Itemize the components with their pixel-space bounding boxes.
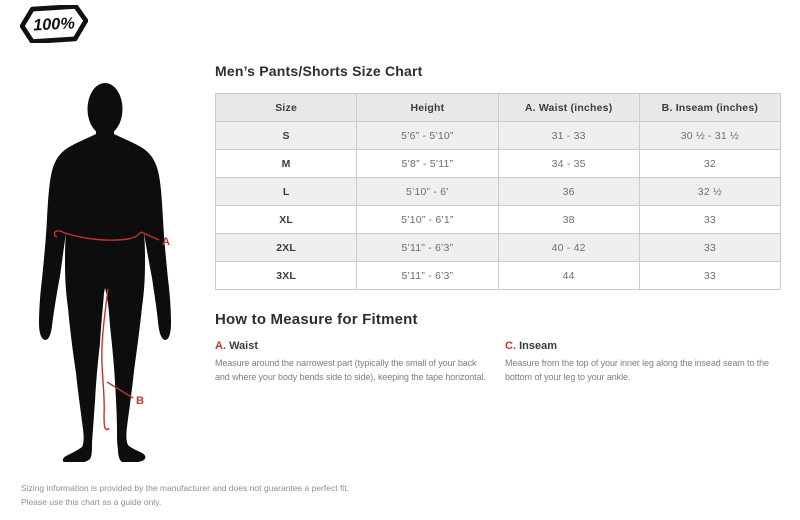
height-cell: 5’10” - 6’: [356, 177, 499, 206]
figure-silhouette: [39, 83, 171, 464]
measure-item-label: Waist: [229, 340, 258, 352]
measure-item-label: Inseam: [519, 340, 557, 352]
size-chart-title: Men’s Pants/Shorts Size Chart: [215, 63, 423, 79]
table-header-row: Size Height A. Waist (inches) B. Inseam …: [214, 93, 782, 122]
measure-item-waist: A. Waist Measure around the narrowest pa…: [215, 340, 505, 384]
size-cell: 2XL: [214, 233, 358, 262]
table-row: S 5’6” - 5’10” 31 - 33 30 ½ - 31 ½: [214, 121, 782, 150]
column-header-height: Height: [356, 93, 499, 122]
size-cell: 3XL: [214, 261, 358, 290]
column-header-inseam: B. Inseam (inches): [638, 93, 782, 122]
column-header-waist: A. Waist (inches): [497, 93, 640, 122]
size-chart-table: Size Height A. Waist (inches) B. Inseam …: [214, 93, 782, 290]
waist-leader-line: [140, 231, 160, 241]
waist-measure-line: [53, 230, 142, 241]
table-row: 3XL 5’11” - 6’3” 44 33: [214, 261, 782, 290]
height-cell: 5’6” - 5’10”: [356, 121, 499, 150]
table-row: 2XL 5’11” - 6’3” 40 - 42 33: [214, 233, 782, 262]
measure-item-letter: A.: [215, 340, 226, 352]
waist-cell: 38: [497, 205, 640, 234]
disclaimer-line-2: Please use this chart as a guide only.: [21, 497, 162, 507]
marker-b-label: B: [136, 395, 144, 407]
size-cell: L: [214, 177, 358, 206]
height-cell: 5’11” - 6’3”: [356, 233, 499, 262]
inseam-leader-line: [106, 381, 134, 399]
inseam-cell: 32: [638, 149, 782, 178]
inseam-cell: 33: [638, 261, 782, 290]
measure-section-title: How to Measure for Fitment: [215, 311, 418, 328]
brand-logo: 100%: [19, 3, 89, 45]
inseam-cell: 33: [638, 233, 782, 262]
size-cell: XL: [214, 205, 358, 234]
height-cell: 5’10” - 6’1”: [356, 205, 499, 234]
table-row: XL 5’10” - 6’1” 38 33: [214, 205, 782, 234]
height-cell: 5’8” - 5’11”: [356, 149, 499, 178]
column-header-size: Size: [214, 93, 358, 122]
brand-logo-badge-icon: 100%: [19, 3, 89, 45]
measure-item-text: Measure from the top of your inner leg a…: [505, 358, 769, 382]
table-row: L 5’10” - 6’ 36 32 ½: [214, 177, 782, 206]
inseam-measure-line: [101, 288, 110, 431]
size-cell: S: [214, 121, 358, 150]
waist-cell: 36: [497, 177, 640, 206]
body-measurement-diagram: A B: [30, 82, 200, 464]
waist-cell: 40 - 42: [497, 233, 640, 262]
disclaimer: Sizing information is provided by the ma…: [21, 481, 349, 509]
disclaimer-line-1: Sizing information is provided by the ma…: [21, 483, 349, 493]
measure-item-inseam: C. Inseam Measure from the top of your i…: [505, 340, 795, 384]
measure-item-text: Measure around the narrowest part (typic…: [215, 358, 486, 382]
measure-item-letter: C.: [505, 340, 516, 352]
logo-text: 100%: [33, 14, 76, 34]
height-cell: 5’11” - 6’3”: [356, 261, 499, 290]
measure-item-heading: A. Waist: [215, 340, 491, 352]
inseam-cell: 32 ½: [638, 177, 782, 206]
waist-cell: 31 - 33: [497, 121, 640, 150]
inseam-cell: 33: [638, 205, 782, 234]
measure-item-heading: C. Inseam: [505, 340, 781, 352]
marker-a-label: A: [162, 236, 170, 248]
table-row: M 5’8” - 5’11” 34 - 35 32: [214, 149, 782, 178]
waist-cell: 34 - 35: [497, 149, 640, 178]
size-cell: M: [214, 149, 358, 178]
inseam-cell: 30 ½ - 31 ½: [638, 121, 782, 150]
waist-cell: 44: [497, 261, 640, 290]
measure-section: A. Waist Measure around the narrowest pa…: [215, 340, 795, 384]
